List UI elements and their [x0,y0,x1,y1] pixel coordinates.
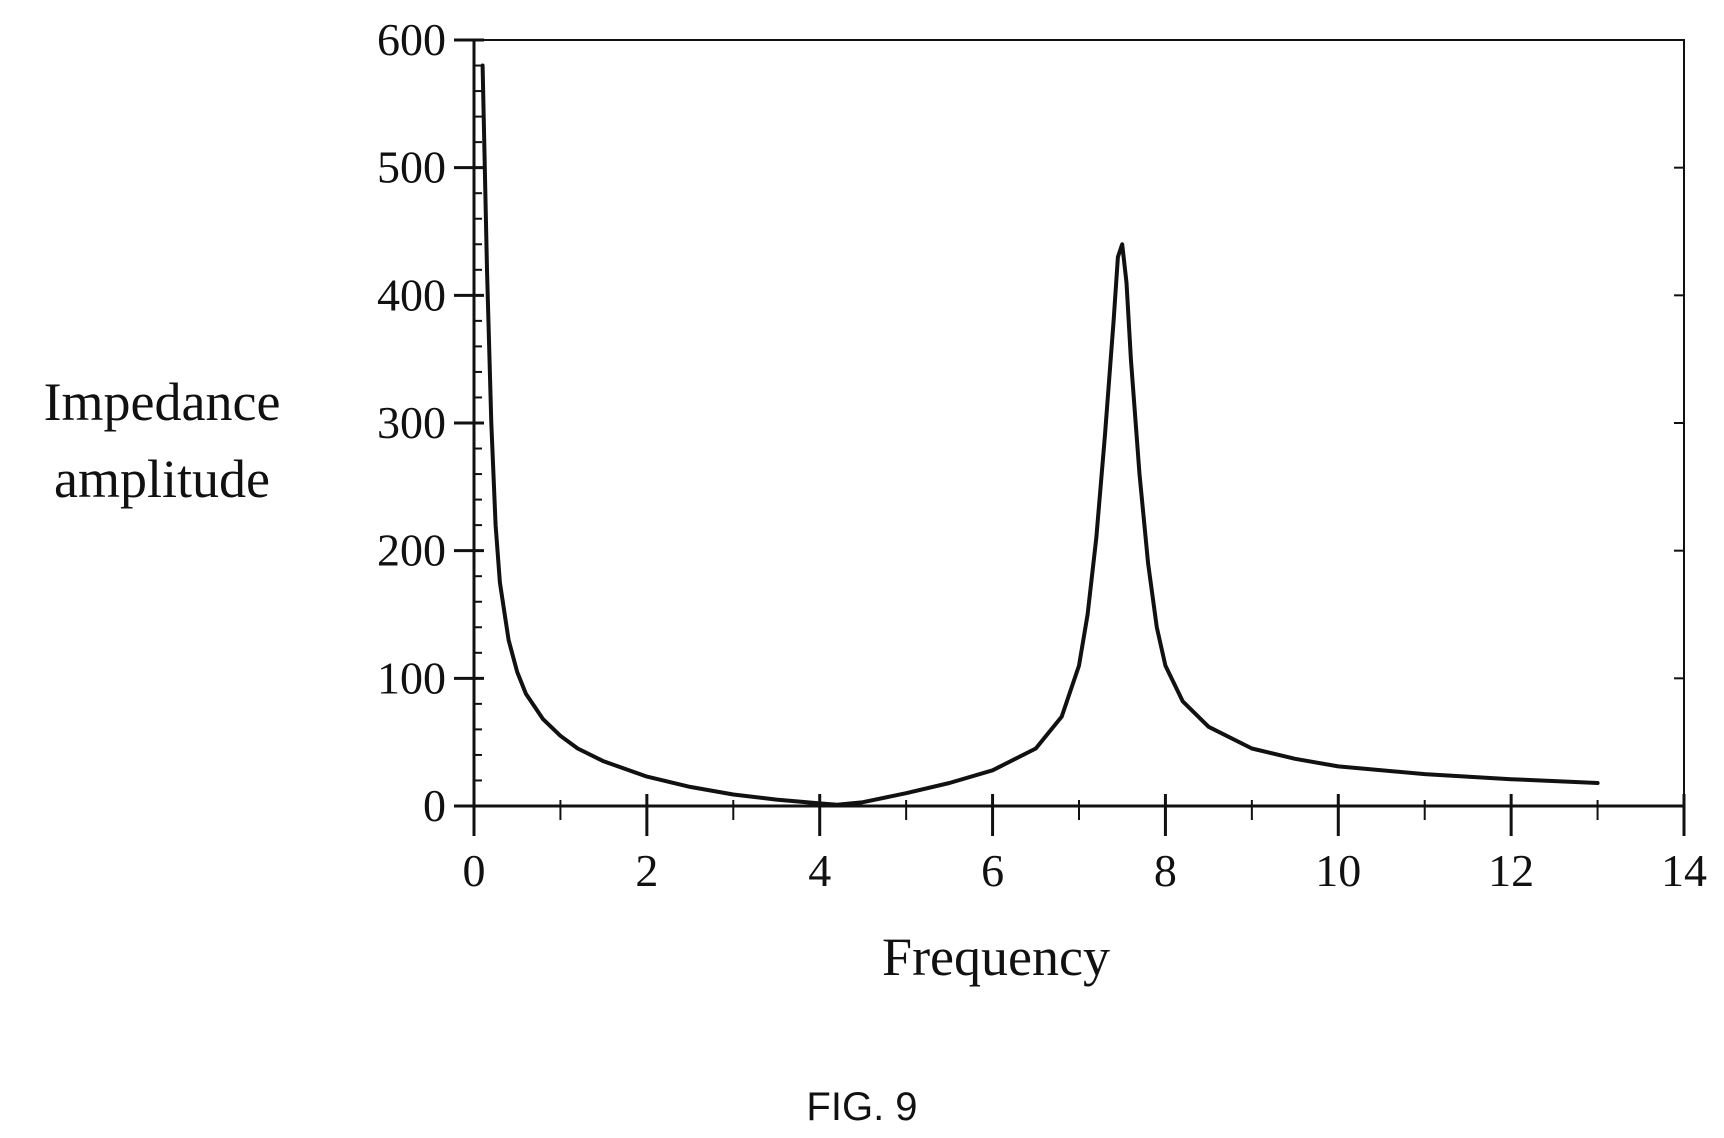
x-tick-label: 8 [1154,845,1177,896]
y-ticks: 0 100 200 300 400 500 600 [377,14,1684,831]
y-tick-label: 400 [377,269,446,320]
y-tick-label: 200 [377,525,446,576]
x-tick-label: 4 [808,845,831,896]
figure-caption: FIG. 9 [806,1085,917,1129]
plot-frame [473,39,1685,807]
y-tick-label: 500 [377,142,446,193]
impedance-curve [480,63,1600,807]
axes [472,39,1685,808]
y-axis-label-line-2: amplitude [54,449,270,509]
x-tick-label: 10 [1315,845,1361,896]
x-tick-label: 0 [463,845,486,896]
y-axis-label-line-1: Impedance [44,372,281,432]
x-tick-label: 6 [981,845,1004,896]
x-tick-label: 2 [635,845,658,896]
y-tick-label: 300 [377,397,446,448]
x-ticks: 0 2 4 6 8 10 12 14 [463,794,1707,896]
y-tick-label: 0 [423,780,446,831]
x-tick-label: 12 [1488,845,1534,896]
y-tick-label: 100 [377,652,446,703]
y-tick-label: 600 [377,14,446,65]
series-group [480,63,1600,807]
x-tick-label: 14 [1661,845,1707,896]
x-axis-label: Frequency [882,927,1110,987]
